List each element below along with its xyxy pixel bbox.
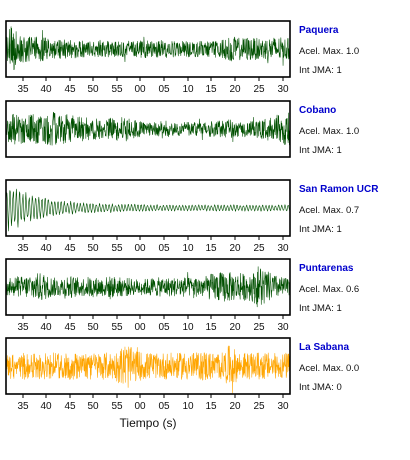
- waveform-3: [5, 266, 291, 308]
- station-name: San Ramon UCR: [299, 184, 379, 195]
- x-tick-label: 15: [205, 84, 217, 95]
- x-tick-label: 30: [277, 243, 289, 254]
- int-jma-text: Int JMA: 1: [299, 224, 342, 235]
- x-tick-label: 35: [17, 243, 29, 254]
- x-tick-label: 25: [253, 243, 265, 254]
- int-jma-text: Int JMA: 1: [299, 303, 342, 314]
- x-tick-label: 50: [87, 401, 99, 412]
- int-jma-text: Int JMA: 1: [299, 65, 342, 76]
- x-tick-label: 50: [87, 322, 99, 333]
- panel-frame-4: [5, 337, 291, 395]
- waveform-2: [5, 188, 291, 232]
- waveform-4: [5, 345, 291, 394]
- x-tick-label: 40: [40, 243, 52, 254]
- x-tick-label: 05: [158, 322, 170, 333]
- x-tick-label: 20: [229, 401, 241, 412]
- x-tick-label: 40: [40, 401, 52, 412]
- panel-frame-2: [5, 179, 291, 237]
- x-tick-label: 05: [158, 243, 170, 254]
- panel-frame-0: [5, 20, 291, 78]
- x-tick-label: 45: [64, 243, 76, 254]
- waveform-0: [5, 26, 291, 71]
- station-name: Paquera: [299, 25, 339, 36]
- x-tick-label: 00: [134, 84, 146, 95]
- x-tick-label: 40: [40, 84, 52, 95]
- x-tick-label: 35: [17, 84, 29, 95]
- x-axis-title: Tiempo (s): [120, 416, 177, 430]
- panel-frame-3: [5, 258, 291, 316]
- x-tick-label: 55: [111, 84, 123, 95]
- acel-max-text: Acel. Max. 1.0: [299, 126, 359, 137]
- x-tick-label: 10: [182, 243, 194, 254]
- int-jma-text: Int JMA: 0: [299, 382, 342, 393]
- x-tick-label: 35: [17, 322, 29, 333]
- x-tick-label: 20: [229, 322, 241, 333]
- x-tick-label: 05: [158, 84, 170, 95]
- station-name: Cobano: [299, 105, 336, 116]
- x-tick-label: 30: [277, 84, 289, 95]
- x-tick-label: 05: [158, 401, 170, 412]
- x-tick-label: 55: [111, 401, 123, 412]
- int-jma-text: Int JMA: 1: [299, 145, 342, 156]
- x-tick-label: 45: [64, 401, 76, 412]
- x-tick-label: 15: [205, 243, 217, 254]
- acel-max-text: Acel. Max. 0.6: [299, 284, 359, 295]
- x-tick-label: 55: [111, 243, 123, 254]
- x-tick-label: 00: [134, 243, 146, 254]
- waveform-1: [5, 111, 291, 146]
- acel-max-text: Acel. Max. 0.0: [299, 363, 359, 374]
- acel-max-text: Acel. Max. 1.0: [299, 46, 359, 57]
- x-tick-label: 25: [253, 322, 265, 333]
- x-tick-label: 20: [229, 243, 241, 254]
- x-tick-label: 15: [205, 401, 217, 412]
- station-name: Puntarenas: [299, 263, 354, 274]
- x-tick-label: 35: [17, 401, 29, 412]
- x-tick-label: 00: [134, 401, 146, 412]
- x-tick-label: 50: [87, 84, 99, 95]
- station-name: La Sabana: [299, 342, 349, 353]
- x-tick-label: 50: [87, 243, 99, 254]
- x-tick-label: 25: [253, 84, 265, 95]
- x-tick-label: 45: [64, 322, 76, 333]
- x-tick-label: 55: [111, 322, 123, 333]
- x-tick-label: 10: [182, 401, 194, 412]
- x-tick-label: 20: [229, 84, 241, 95]
- x-tick-label: 00: [134, 322, 146, 333]
- x-tick-label: 30: [277, 401, 289, 412]
- x-tick-label: 45: [64, 84, 76, 95]
- acel-max-text: Acel. Max. 0.7: [299, 205, 359, 216]
- x-tick-label: 25: [253, 401, 265, 412]
- x-tick-label: 10: [182, 322, 194, 333]
- x-tick-label: 15: [205, 322, 217, 333]
- x-tick-label: 10: [182, 84, 194, 95]
- x-tick-label: 40: [40, 322, 52, 333]
- x-tick-label: 30: [277, 322, 289, 333]
- panel-frame-1: [5, 100, 291, 158]
